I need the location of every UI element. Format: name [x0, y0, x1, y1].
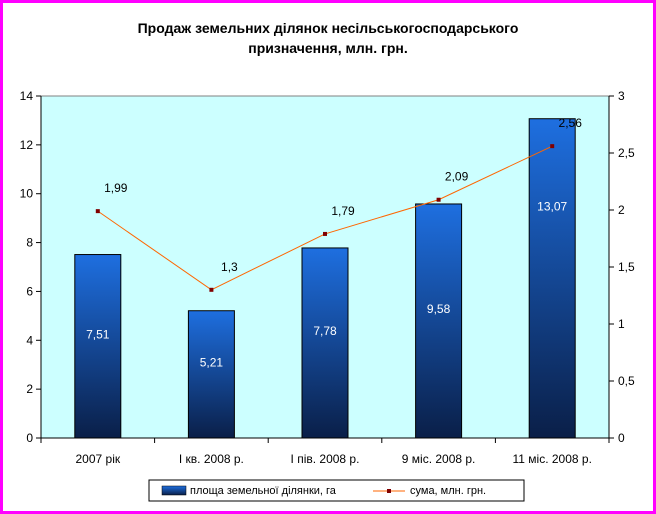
bar — [74, 254, 122, 439]
bar — [528, 118, 576, 439]
bar-data-label: 7,78 — [313, 324, 337, 338]
legend-label-line: сума, млн. грн. — [410, 485, 486, 497]
line-point — [209, 287, 214, 292]
right-axis: 0 0,5 1 1,5 2 2,5 3 — [608, 89, 635, 445]
x-tick-label: 9 міс. 2008 р. — [402, 452, 476, 466]
bar — [415, 203, 463, 439]
legend-box — [148, 479, 525, 502]
legend: площа земельної ділянки, га сума, млн. г… — [148, 479, 525, 502]
bar — [301, 247, 349, 439]
legend-bar-swatch — [161, 485, 187, 496]
right-tick-label: 1 — [618, 317, 625, 331]
line-data-label: 2,09 — [445, 170, 469, 184]
right-tick-label: 0,5 — [618, 374, 635, 388]
left-axis: 0 2 4 6 8 10 12 14 — [20, 89, 42, 445]
line-point — [436, 197, 441, 202]
x-axis: 2007 рік І кв. 2008 р. І пів. 2008 р. 9 міс… — [40, 437, 610, 466]
bar — [187, 310, 235, 439]
right-tick-label: 1,5 — [618, 260, 635, 274]
legend-label-bar: площа земельної ділянки, га — [190, 485, 337, 497]
bar-data-label: 7,51 — [86, 327, 110, 341]
left-tick-label: 12 — [20, 138, 34, 152]
right-tick-label: 2 — [618, 203, 625, 217]
left-tick-label: 2 — [26, 382, 33, 396]
left-tick-label: 6 — [26, 284, 33, 298]
x-tick-label: І пів. 2008 р. — [291, 452, 360, 466]
line-series — [95, 144, 555, 292]
right-tick-label: 3 — [618, 89, 625, 103]
left-tick-label: 4 — [26, 333, 33, 347]
chart-title-line-1: Продаж земельних ділянок несільськогоспо… — [138, 20, 519, 36]
line-data-label: 2,56 — [559, 116, 583, 130]
data-labels: 7,51 5,21 7,78 9,58 13,07 1,99 1,3 1,79 2,09 2,56 — [86, 116, 582, 369]
x-tick-label: І кв. 2008 р. — [179, 452, 244, 466]
left-tick-label: 10 — [20, 187, 34, 201]
line-point — [323, 231, 327, 236]
chart-title-line-2: призначення, млн. грн. — [248, 40, 407, 56]
line-point — [95, 209, 100, 214]
left-tick-label: 0 — [26, 431, 33, 445]
bar-data-label: 9,58 — [427, 302, 451, 316]
x-tick-label: 2007 рік — [75, 452, 120, 466]
bar-data-label: 5,21 — [200, 355, 224, 369]
line-point — [550, 144, 555, 149]
left-tick-label: 8 — [26, 236, 33, 250]
line-data-label: 1,3 — [221, 260, 238, 274]
bar-series — [74, 118, 576, 439]
right-tick-label: 0 — [618, 431, 625, 445]
bar-data-label: 13,07 — [537, 200, 567, 214]
right-tick-label: 2,5 — [618, 146, 635, 160]
line-data-label: 1,79 — [331, 204, 355, 218]
x-tick-label: 11 міс. 2008 р. — [512, 452, 591, 466]
line-data-label: 1,99 — [104, 181, 128, 195]
legend-line-marker — [387, 489, 391, 493]
left-tick-label: 14 — [20, 89, 34, 103]
